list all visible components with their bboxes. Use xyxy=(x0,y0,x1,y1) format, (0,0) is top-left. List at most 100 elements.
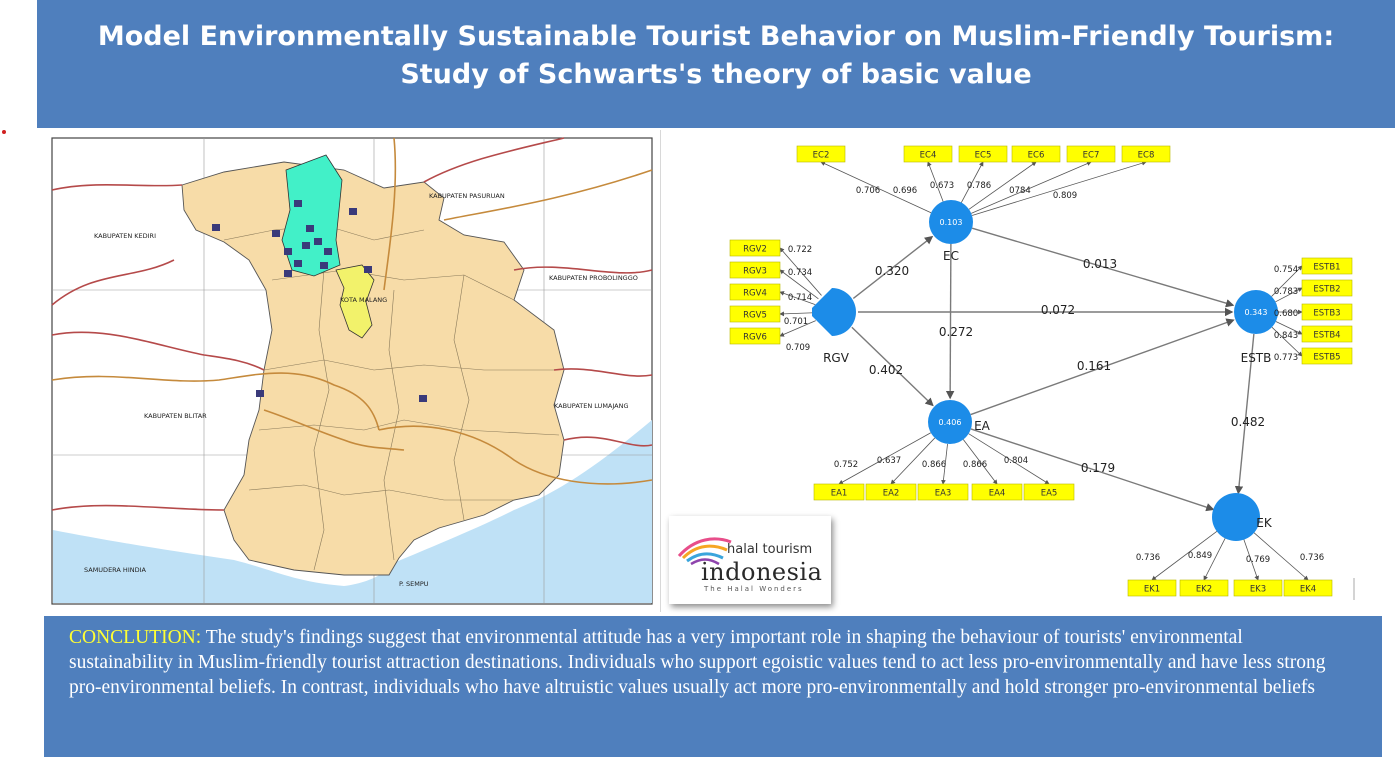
indicator-label: EK3 xyxy=(1250,585,1266,595)
loading-line xyxy=(779,320,816,337)
indicator-box-ec7 xyxy=(1066,145,1116,163)
loading-line xyxy=(1271,326,1303,357)
loading-value: 0.786 xyxy=(967,181,991,191)
label-pasuruan: KABUPATEN PASURUAN xyxy=(429,192,505,200)
indicator-box-ek4 xyxy=(1283,579,1333,597)
construct-label: ESTB xyxy=(1241,351,1272,365)
indicator-label: RGV5 xyxy=(743,311,767,321)
loading-value: 0.769 xyxy=(1246,555,1270,565)
loading-value: 0784 xyxy=(1009,186,1031,196)
indicator-box-rgv6 xyxy=(729,327,781,345)
indicator-label: EC2 xyxy=(813,151,830,161)
construct-label: EA xyxy=(974,419,991,433)
loading-line xyxy=(779,311,815,317)
indicator-box-ec6 xyxy=(1011,145,1061,163)
indicator-box-estb3 xyxy=(1301,303,1353,321)
loading-line xyxy=(1271,265,1303,297)
r-squared-value: 0.103 xyxy=(940,218,963,227)
label-p-sempu: P. SEMPU xyxy=(399,580,429,588)
indicator-box-rgv3 xyxy=(729,261,781,279)
loading-value: 0.866 xyxy=(963,460,987,470)
label-lumajang: KABUPATEN LUMAJANG xyxy=(554,402,629,410)
conclusion-label: CONCLUTION: xyxy=(69,627,202,648)
indicator-label: EC4 xyxy=(920,151,937,161)
indicator-label: EK1 xyxy=(1144,585,1160,595)
indicator-box-ek2 xyxy=(1179,579,1229,597)
indicator-box-estb5 xyxy=(1301,347,1353,365)
loading-line xyxy=(1275,287,1303,303)
loading-value: 0.673 xyxy=(930,181,954,191)
loading-line xyxy=(1275,321,1303,335)
construct-node-estb xyxy=(1234,290,1278,334)
indicator-label: EA3 xyxy=(935,489,952,499)
loading-line xyxy=(927,161,944,202)
conclusion-text: The study's findings suggest that enviro… xyxy=(69,627,1326,698)
indicator-box-ek3 xyxy=(1233,579,1283,597)
regency-land xyxy=(181,161,565,576)
loading-value: 0.722 xyxy=(788,245,812,255)
loading-line xyxy=(779,269,819,300)
halal-tourism-logo: halal tourism indonesia The Halal Wonder… xyxy=(669,516,831,604)
indicator-box-ec2 xyxy=(796,145,846,163)
construct-label: RGV xyxy=(823,351,850,365)
loading-value: 0.736 xyxy=(1300,553,1324,563)
loading-value: 0.752 xyxy=(834,460,858,470)
label-probolinggo: KABUPATEN PROBOLINGGO xyxy=(549,274,638,282)
path-ea-ek xyxy=(970,428,1215,512)
title-banner: Model Environmentally Sustainable Touris… xyxy=(37,0,1395,128)
indicator-box-ea1 xyxy=(813,483,865,501)
path-ec-estb xyxy=(971,227,1235,308)
title-line-1: Model Environmentally Sustainable Touris… xyxy=(97,21,1335,52)
loading-line xyxy=(779,247,822,296)
loading-line xyxy=(890,437,936,485)
indicator-label: ESTB4 xyxy=(1313,331,1340,341)
loading-line xyxy=(971,161,1092,214)
indicator-label: ESTB1 xyxy=(1313,263,1340,273)
loading-value: 0.696 xyxy=(893,186,917,196)
loading-value: 0.706 xyxy=(856,186,880,196)
sea-area xyxy=(53,420,652,603)
neighbor-borders xyxy=(51,137,653,511)
path-rgv-ec xyxy=(852,235,934,299)
indicator-box-rgv2 xyxy=(729,239,781,257)
indicator-label: RGV4 xyxy=(743,289,767,299)
loading-line xyxy=(1242,537,1259,581)
indicator-label: RGV2 xyxy=(743,245,767,255)
construct-label: EK xyxy=(1256,516,1273,530)
path-coefficient: 0.161 xyxy=(1077,359,1111,373)
loading-value: 0.843 xyxy=(1274,331,1298,341)
indicator-box-ea5 xyxy=(1023,483,1075,501)
loading-line xyxy=(941,443,948,485)
loading-value: 0.637 xyxy=(877,456,901,466)
indicator-label: EC7 xyxy=(1083,151,1100,161)
path-coefficient: 0.072 xyxy=(1041,303,1075,317)
loading-value: 0.734 xyxy=(788,268,812,278)
indicator-box-ea2 xyxy=(865,483,917,501)
page-title: Model Environmentally Sustainable Touris… xyxy=(37,18,1395,94)
indicator-label: EA1 xyxy=(831,489,848,499)
loading-value: 0.714 xyxy=(788,293,812,303)
indicator-label: ESTB3 xyxy=(1313,309,1340,319)
construct-node-ec xyxy=(929,200,973,244)
roads xyxy=(51,137,653,485)
loading-value: 0.709 xyxy=(786,343,810,353)
label-samudera-hindia: SAMUDERA HINDIA xyxy=(84,566,147,574)
construct-node-ek xyxy=(1212,493,1260,541)
path-coefficient: 0.272 xyxy=(939,325,973,339)
title-line-2: Study of Schwarts's theory of basic valu… xyxy=(400,59,1032,90)
indicator-label: EC6 xyxy=(1028,151,1045,161)
indicator-box-ek1 xyxy=(1127,579,1177,597)
indicator-label: RGV3 xyxy=(743,267,767,277)
loading-line xyxy=(962,439,998,485)
indicator-box-ec8 xyxy=(1121,145,1171,163)
indicator-label: EA5 xyxy=(1041,489,1058,499)
indicator-box-ea3 xyxy=(917,483,969,501)
indicator-label: ESTB2 xyxy=(1313,285,1340,295)
indicator-box-ec5 xyxy=(958,145,1008,163)
indicator-box-ec4 xyxy=(903,145,953,163)
label-blitar: KABUPATEN BLITAR xyxy=(144,412,207,420)
indicator-box-rgv4 xyxy=(729,283,781,301)
indicator-label: EK4 xyxy=(1300,585,1316,595)
tourism-markers xyxy=(212,200,427,402)
loading-line xyxy=(1151,529,1219,581)
